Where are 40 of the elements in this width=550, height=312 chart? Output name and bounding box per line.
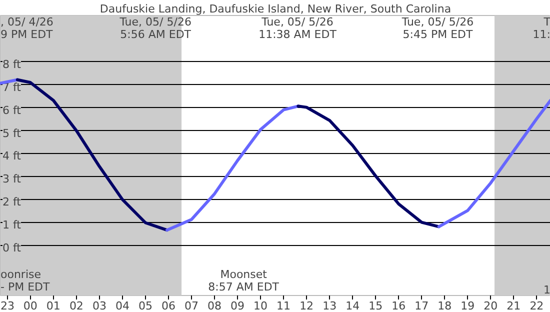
x-tick-label: 07: [184, 300, 199, 312]
y-tick-label: 5 ft: [2, 126, 22, 140]
annotation: Moonset 8:57 AM EDT: [208, 268, 280, 294]
x-tick-label: 08: [208, 300, 222, 312]
x-tick-label: 06: [161, 300, 176, 312]
x-tick-label: 03: [92, 300, 106, 312]
y-tick-label: 1 ft: [2, 218, 22, 232]
y-tick-label: 3 ft: [2, 172, 22, 186]
x-tick-label: 11: [276, 300, 291, 312]
x-tick-label: 16: [392, 300, 406, 312]
annotation: 1: [544, 284, 550, 296]
x-tick-label: 02: [69, 300, 84, 312]
y-tick-label: 8 ft: [2, 58, 22, 71]
x-tick-label: 00: [23, 300, 38, 312]
x-tick-label: 17: [414, 300, 429, 312]
annotation: Tue, 05/ 5/26 5:45 PM EDT: [400, 16, 474, 41]
x-tick-label: 18: [438, 300, 452, 312]
x-tick-label: 22: [530, 300, 544, 312]
x-tick-label: 09: [230, 300, 245, 312]
x-tick-label: 20: [484, 300, 498, 312]
x-tick-label: 21: [506, 300, 521, 312]
annotation: Tue, 05/ 5/26 11:38 AM EDT: [258, 16, 337, 41]
x-tick-label: 12: [300, 300, 314, 312]
y-tick-label: 6 ft: [2, 104, 22, 117]
x-tick-label: 15: [368, 300, 383, 312]
annotation: , 05/ 4/26 9 PM EDT: [0, 16, 54, 41]
x-tick-label: 14: [346, 300, 360, 312]
x-tick-label: 10: [254, 300, 268, 312]
x-tick-label: 13: [322, 300, 337, 312]
annotation: Tue, 05/ 5/26 5:56 AM EDT: [118, 16, 192, 41]
x-tick-label: 19: [460, 300, 475, 312]
x-tick-label: 23: [0, 300, 14, 312]
x-tick-label: 01: [46, 300, 60, 312]
annotation: oonrise - PM EDT: [0, 268, 50, 294]
x-tick-label: 04: [115, 300, 130, 312]
x-tick-label: 05: [138, 300, 152, 312]
chart-title: Daufuskie Landing, Daufuskie Island, New River, South Carolina: [100, 2, 452, 16]
y-tick-label: 4 ft: [2, 150, 22, 163]
y-tick-label: 2 ft: [2, 196, 22, 209]
y-tick-label: 0 ft: [2, 242, 22, 255]
